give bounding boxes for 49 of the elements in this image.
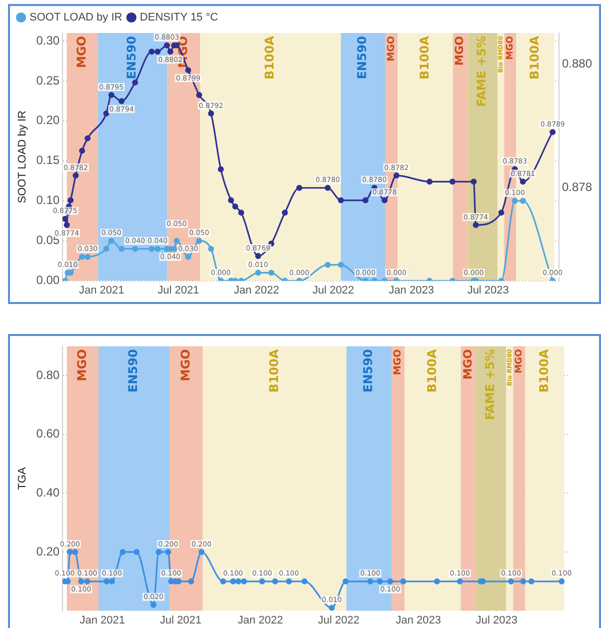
x-tick-label: Jan 2021 [78, 284, 124, 296]
band-label: EN590 [126, 349, 140, 392]
x-tick-label: Jul 2022 [318, 614, 360, 626]
y-axis-title: TGA [16, 466, 29, 490]
band-label: B100A [262, 35, 277, 80]
band-label: EN590 [124, 36, 139, 80]
y-tick-label: 0.40 [36, 486, 60, 500]
y-tick-label: 0.10 [36, 193, 60, 208]
y-tick-label: 0.00 [36, 273, 60, 288]
band-label: MGO [453, 36, 466, 66]
legend-label: DENSITY 15 °C [140, 12, 218, 24]
x-tick-label: Jul 2021 [158, 284, 200, 296]
y-tick-label: 0.30 [36, 33, 60, 48]
x-tick-label: Jul 2022 [312, 284, 354, 296]
band-label: MGO [460, 348, 474, 380]
band-label: B100A [424, 348, 439, 393]
band-label: FAME +5% [483, 349, 498, 420]
band-label: MGO [392, 349, 404, 376]
y2-tick-label: 0.878 [562, 180, 592, 194]
x-tick-label: Jan 2021 [80, 614, 126, 626]
band-label: EN590 [355, 36, 370, 80]
legend-label: SOOT LOAD by IR [30, 12, 122, 24]
x-tick-label: Jan 2022 [234, 284, 280, 296]
band-label: B100A [417, 35, 432, 80]
band-label: MGO [386, 36, 397, 62]
band-label: B100A [536, 348, 551, 393]
x-tick-label: Jul 2023 [467, 284, 509, 296]
y-axis-title: SOOT LOAD by IR [16, 110, 29, 204]
band-label: B100A [527, 35, 542, 80]
band-label: MGO [74, 349, 89, 382]
x-tick-label: Jan 2022 [238, 614, 284, 626]
band-label: EN590 [361, 349, 376, 392]
band-label: B100A [266, 348, 281, 393]
y-tick-label: 0.15 [36, 153, 60, 168]
x-tick-label: Jul 2023 [476, 614, 518, 626]
x-tick-label: Jan 2023 [396, 614, 441, 626]
x-tick-label: Jul 2021 [160, 614, 202, 626]
band-label: MGO [514, 348, 525, 374]
band-label: MGO [505, 36, 516, 60]
y-tick-label: 0.25 [36, 73, 60, 88]
y-tick-label: 0.80 [36, 368, 60, 382]
y-tick-label: 0.20 [36, 544, 60, 558]
y-tick-label: 0.60 [36, 426, 60, 441]
y2-tick-label: 0.880 [562, 56, 592, 70]
y-tick-label: 0.20 [36, 113, 60, 128]
band-label: MGO [74, 36, 88, 68]
x-tick-label: Jan 2023 [388, 284, 434, 296]
band-label: FAME +5% [474, 36, 489, 107]
band-label: MGO [178, 349, 192, 382]
